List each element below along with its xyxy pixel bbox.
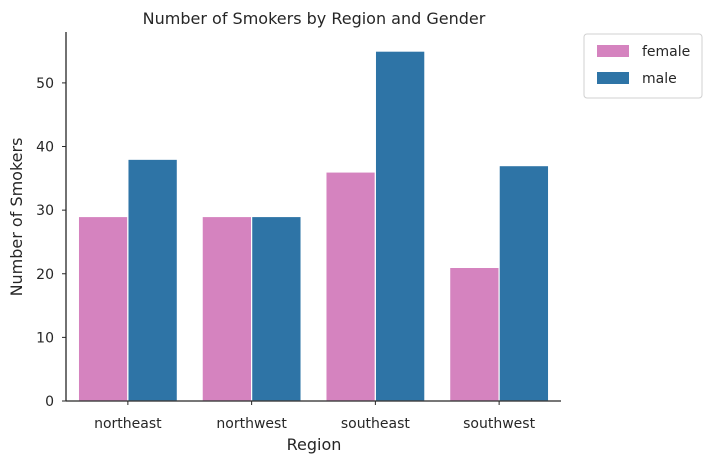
bar-male-northeast — [127, 158, 178, 402]
x-tick-label: southwest — [463, 416, 535, 432]
legend-swatch-male — [597, 72, 629, 84]
legend-label-female: female — [642, 44, 690, 60]
y-axis-ticks: 0 10 20 30 40 50 — [36, 76, 66, 410]
bar-female-southeast — [325, 171, 376, 402]
legend-items: female male — [597, 44, 690, 87]
x-axis-label: Region — [287, 435, 342, 454]
y-tick-label: 50 — [36, 76, 54, 92]
x-tick-label: northeast — [94, 416, 162, 432]
y-axis-label: Number of Smokers — [7, 138, 26, 297]
bar-female-northwest — [201, 215, 253, 402]
bar-male-northwest — [251, 215, 302, 402]
y-tick-label: 30 — [36, 203, 54, 219]
bar-female-southwest — [449, 266, 500, 402]
chart-title: Number of Smokers by Region and Gender — [143, 9, 486, 28]
legend: female male — [583, 33, 703, 99]
legend-label-male: male — [642, 71, 677, 87]
bar-male-southeast — [374, 50, 426, 402]
bars-group — [77, 50, 550, 402]
y-tick-label: 0 — [45, 394, 54, 410]
y-tick-label: 20 — [36, 267, 54, 283]
bar-female-northeast — [77, 215, 129, 402]
legend-swatch-female — [597, 45, 629, 57]
x-tick-label: northwest — [216, 416, 287, 432]
y-tick-label: 10 — [36, 330, 54, 346]
x-axis-ticks: northeast northwest southeast southwest — [94, 401, 536, 432]
x-tick-label: southeast — [341, 416, 411, 432]
y-tick-label: 40 — [36, 140, 54, 156]
bar-male-southwest — [498, 165, 550, 402]
